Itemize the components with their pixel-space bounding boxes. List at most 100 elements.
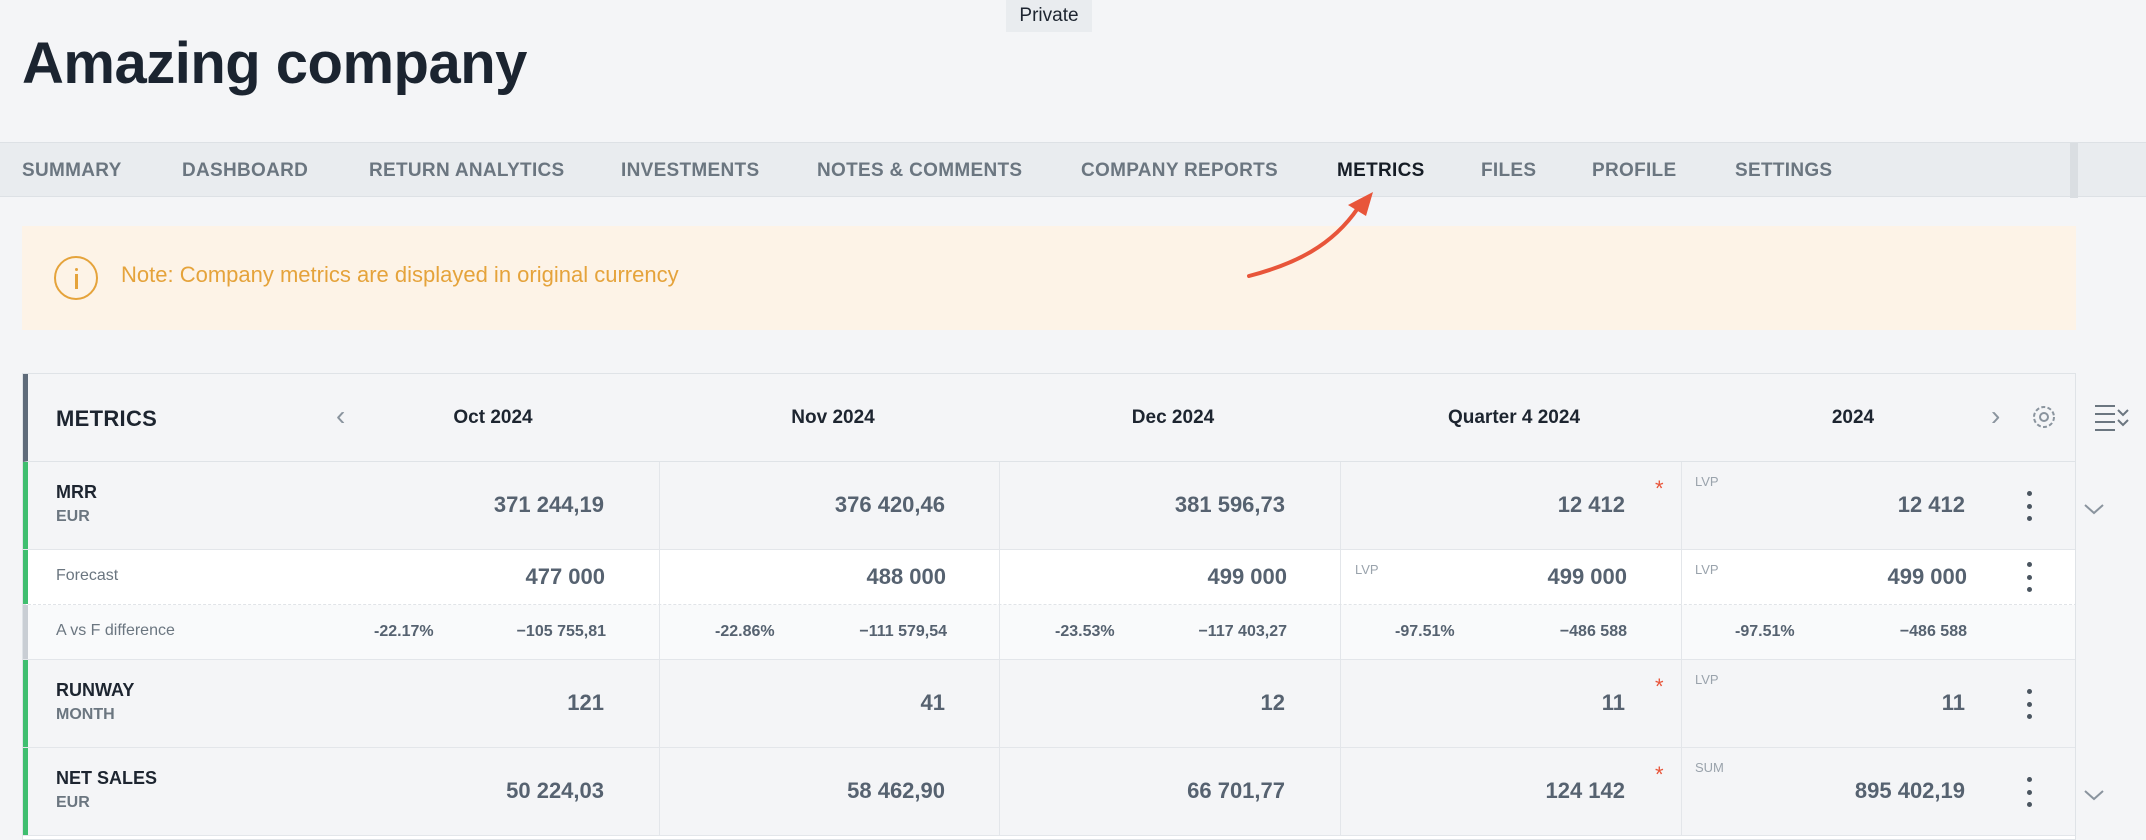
cell-separator [1681, 660, 1682, 747]
cell-separator [659, 605, 660, 659]
aggregation-tag: SUM [1695, 760, 1724, 775]
gear-icon[interactable] [2031, 404, 2057, 430]
aggregation-tag: LVP [1695, 562, 1719, 577]
tab-notes-comments[interactable]: NOTES & COMMENTS [817, 159, 1023, 181]
cell-separator [659, 748, 660, 835]
column-options-icon[interactable] [2093, 403, 2133, 433]
metric-value: 121 [567, 690, 604, 715]
cell-separator [659, 660, 660, 747]
forecast-value: 499 000 [1547, 564, 1627, 589]
difference-amount: −486 588 [1559, 623, 1627, 640]
cell-separator [659, 550, 660, 604]
difference-percent: -97.51% [1395, 623, 1455, 640]
estimate-star-icon: * [1655, 674, 1664, 699]
metric-value: 11 [1941, 690, 1965, 715]
metrics-table: METRICS ‹ Oct 2024 Nov 2024 Dec 2024 Qua… [22, 373, 2076, 840]
difference-percent: -23.53% [1055, 623, 1115, 640]
metric-value: 12 412 [1897, 492, 1965, 517]
metric-value: 371 244,19 [493, 492, 604, 517]
private-badge: Private [1006, 0, 1092, 32]
period-q4-2024: Quarter 4 2024 [1447, 407, 1581, 428]
row-accent [23, 660, 28, 747]
row-accent [23, 550, 28, 604]
tab-settings[interactable]: SETTINGS [1735, 159, 1833, 181]
row-accent [23, 462, 28, 549]
metric-value: 895 402,19 [1854, 778, 1965, 803]
pointer-arrow-icon [1247, 192, 1373, 278]
metric-value: 58 462,90 [847, 778, 945, 803]
forecast-label: Forecast [56, 567, 119, 584]
forecast-value: 499 000 [1207, 564, 1287, 589]
difference-percent: -22.17% [374, 623, 434, 640]
aggregation-tag: LVP [1695, 672, 1719, 687]
cell-separator [1340, 462, 1341, 549]
metric-value: 66 701,77 [1187, 778, 1285, 803]
cell-separator [999, 748, 1000, 835]
metrics-header: METRICS ‹ Oct 2024 Nov 2024 Dec 2024 Qua… [23, 374, 2075, 462]
row-accent [23, 605, 28, 659]
metric-name: MRR [56, 482, 97, 502]
cell-separator [1681, 605, 1682, 659]
expand-net-sales-chevron-down-icon[interactable] [2083, 788, 2105, 802]
expand-mrr-chevron-down-icon[interactable] [2083, 502, 2105, 516]
tab-metrics[interactable]: METRICS [1337, 159, 1425, 181]
page-title: Amazing company [22, 31, 527, 96]
cell-separator [999, 550, 1000, 604]
tab-dashboard[interactable]: DASHBOARD [182, 159, 309, 181]
tab-company-reports[interactable]: COMPANY REPORTS [1081, 159, 1278, 181]
prev-period-button[interactable]: ‹ [336, 400, 346, 431]
metric-row-net-sales: NET SALES EUR 50 224,03 58 462,90 66 701… [23, 748, 2075, 836]
difference-amount: −117 403,27 [1198, 623, 1287, 640]
row-accent [23, 748, 28, 835]
tab-summary[interactable]: SUMMARY [22, 159, 122, 181]
difference-percent: -97.51% [1735, 623, 1795, 640]
tabs-divider [2070, 143, 2078, 198]
cell-separator [1681, 550, 1682, 604]
cell-separator [659, 462, 660, 549]
metric-unit: EUR [56, 794, 90, 811]
cell-separator [1681, 462, 1682, 549]
metric-value: 124 142 [1545, 778, 1625, 803]
cell-separator [999, 660, 1000, 747]
cell-separator [1340, 748, 1341, 835]
cell-separator [999, 462, 1000, 549]
metric-value: 12 [1260, 690, 1285, 715]
tab-return-analytics[interactable]: RETURN ANALYTICS [369, 159, 565, 181]
tab-bar: SUMMARY DASHBOARD RETURN ANALYTICS INVES… [0, 142, 2146, 198]
tab-profile[interactable]: PROFILE [1592, 159, 1677, 181]
forecast-value: 499 000 [1887, 564, 1967, 589]
estimate-star-icon: * [1655, 762, 1664, 787]
tab-investments[interactable]: INVESTMENTS [621, 159, 760, 181]
difference-amount: −486 588 [1899, 623, 1967, 640]
row-menu-button[interactable] [2017, 777, 2041, 807]
info-icon [54, 256, 98, 300]
metric-value: 50 224,03 [506, 778, 604, 803]
difference-amount: −111 579,54 [859, 623, 947, 640]
cell-separator [1681, 748, 1682, 835]
metric-value: 376 420,46 [834, 492, 945, 517]
cell-separator [1340, 550, 1341, 604]
currency-note-banner: Note: Company metrics are displayed in o… [22, 226, 2076, 330]
next-period-button[interactable]: › [1991, 400, 2001, 431]
aggregation-tag: LVP [1695, 474, 1719, 489]
period-nov-2024: Nov 2024 [791, 407, 875, 428]
metric-unit: MONTH [56, 706, 115, 723]
row-menu-button[interactable] [2017, 491, 2041, 521]
row-menu-button[interactable] [2017, 562, 2041, 592]
cell-separator [1340, 660, 1341, 747]
metric-value: 12 412 [1557, 492, 1625, 517]
tab-files[interactable]: FILES [1481, 159, 1537, 181]
metric-row-mrr: MRR EUR 371 244,19 376 420,46 381 596,73… [23, 462, 2075, 550]
period-oct-2024: Oct 2024 [453, 407, 533, 428]
difference-label: A vs F difference [56, 622, 175, 639]
cell-separator [1340, 605, 1341, 659]
metric-value: 41 [920, 690, 945, 715]
metric-unit: EUR [56, 508, 90, 525]
difference-amount: −105 755,81 [516, 623, 606, 640]
aggregation-tag: LVP [1355, 562, 1379, 577]
metric-value: 11 [1601, 690, 1625, 715]
estimate-star-icon: * [1655, 476, 1664, 501]
row-menu-button[interactable] [2017, 689, 2041, 719]
metric-row-difference: A vs F difference -22.17% −105 755,81 -2… [23, 605, 2075, 660]
note-text: Note: Company metrics are displayed in o… [121, 262, 679, 287]
